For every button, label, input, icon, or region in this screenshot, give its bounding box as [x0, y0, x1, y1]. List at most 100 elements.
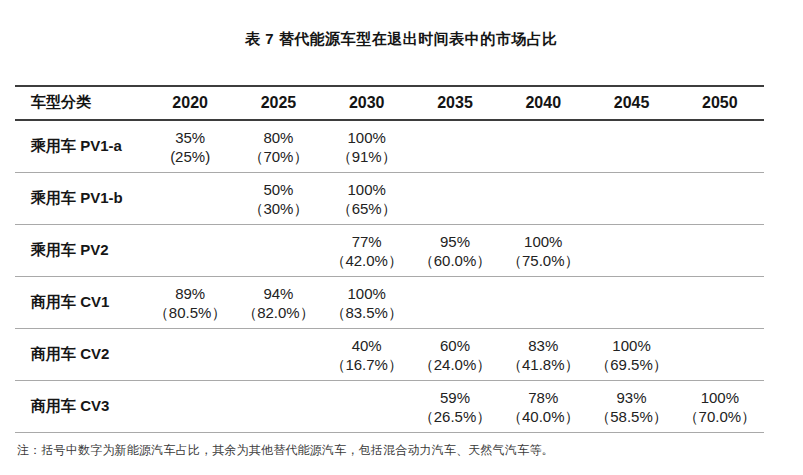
cell-main-value: 50% — [235, 180, 321, 199]
column-header-year: 2020 — [146, 86, 234, 120]
table-cell: 93%（58.5%） — [587, 381, 675, 433]
cell-main-value: 100% — [500, 232, 586, 251]
table-cell — [676, 277, 764, 329]
table-cell — [234, 225, 322, 277]
cell-main-value: 100% — [588, 336, 674, 355]
cell-main-value: 93% — [588, 388, 674, 407]
table-cell: 89%（80.5%） — [146, 277, 234, 329]
column-header-year: 2030 — [323, 86, 411, 120]
table-cell — [676, 120, 764, 173]
table-cell: 100%（91%） — [323, 120, 411, 173]
table-cell — [146, 173, 234, 225]
cell-sub-value: （65%） — [324, 199, 410, 218]
cell-sub-value: （58.5%） — [588, 407, 674, 426]
table-cell — [411, 277, 499, 329]
cell-sub-value: （75.0%） — [500, 251, 586, 270]
cell-main-value: 59% — [412, 388, 498, 407]
row-label: 乘用车 PV1-a — [15, 120, 146, 173]
footnote: 注：括号中数字为新能源汽车占比，其余为其他替代能源汽车，包括混合动力汽车、天然气… — [17, 442, 554, 459]
cell-sub-value: （82.0%） — [235, 303, 321, 322]
table-title: 表 7 替代能源车型在退出时间表中的市场占比 — [0, 0, 803, 49]
cell-main-value: 35% — [147, 128, 233, 147]
market-share-table: 车型分类 2020 2025 2030 2035 2040 2045 2050 … — [15, 85, 764, 433]
table-cell — [499, 173, 587, 225]
table-cell: 100%（75.0%） — [499, 225, 587, 277]
cell-main-value: 40% — [324, 336, 410, 355]
cell-main-value: 89% — [147, 284, 233, 303]
table-cell — [323, 381, 411, 433]
cell-sub-value: （26.5%） — [412, 407, 498, 426]
cell-main-value: 78% — [500, 388, 586, 407]
cell-main-value: 80% — [235, 128, 321, 147]
row-label: 乘用车 PV2 — [15, 225, 146, 277]
row-label: 商用车 CV2 — [15, 329, 146, 381]
column-header-year: 2035 — [411, 86, 499, 120]
cell-main-value: 100% — [324, 180, 410, 199]
cell-sub-value: （24.0%） — [412, 355, 498, 374]
column-header-year: 2040 — [499, 86, 587, 120]
column-header-category: 车型分类 — [15, 86, 146, 120]
table-cell — [587, 225, 675, 277]
column-header-year: 2050 — [676, 86, 764, 120]
table-cell: 40%（16.7%） — [323, 329, 411, 381]
cell-sub-value: （42.0%） — [324, 251, 410, 270]
cell-sub-value: （41.8%） — [500, 355, 586, 374]
row-label: 商用车 CV1 — [15, 277, 146, 329]
table-cell — [146, 381, 234, 433]
table-cell — [411, 120, 499, 173]
table-cell: 59%（26.5%） — [411, 381, 499, 433]
header-row: 车型分类 2020 2025 2030 2035 2040 2045 2050 — [15, 86, 764, 120]
table-cell: 100%（70.0%） — [676, 381, 764, 433]
column-header-year: 2025 — [234, 86, 322, 120]
cell-main-value: 60% — [412, 336, 498, 355]
cell-main-value: 100% — [324, 284, 410, 303]
table-cell — [676, 329, 764, 381]
table-cell — [146, 225, 234, 277]
table-row-pv2: 乘用车 PV2 77%（42.0%） 95%（60.0%） 100%（75.0%… — [15, 225, 764, 277]
cell-sub-value: （40.0%） — [500, 407, 586, 426]
cell-sub-value: （70.0%） — [677, 407, 763, 426]
table-cell — [676, 225, 764, 277]
cell-sub-value: （80.5%） — [147, 303, 233, 322]
table-row-cv3: 商用车 CV3 59%（26.5%） 78%（40.0%） 93%（58.5%）… — [15, 381, 764, 433]
table-cell: 50%（30%） — [234, 173, 322, 225]
table-cell — [587, 173, 675, 225]
cell-sub-value: （91%） — [324, 147, 410, 166]
table-cell: 78%（40.0%） — [499, 381, 587, 433]
table-cell — [146, 329, 234, 381]
table-cell — [234, 381, 322, 433]
table-row-cv1: 商用车 CV1 89%（80.5%） 94%（82.0%） 100%（83.5%… — [15, 277, 764, 329]
table-cell: 77%（42.0%） — [323, 225, 411, 277]
row-label: 商用车 CV3 — [15, 381, 146, 433]
cell-sub-value: (25%) — [147, 147, 233, 166]
column-header-year: 2045 — [587, 86, 675, 120]
cell-main-value: 83% — [500, 336, 586, 355]
table-cell — [587, 120, 675, 173]
table-cell — [587, 277, 675, 329]
table-cell: 100%（69.5%） — [587, 329, 675, 381]
row-label: 乘用车 PV1-b — [15, 173, 146, 225]
cell-main-value: 100% — [324, 128, 410, 147]
cell-sub-value: （60.0%） — [412, 251, 498, 270]
table-cell — [499, 277, 587, 329]
cell-main-value: 95% — [412, 232, 498, 251]
table-cell — [676, 173, 764, 225]
cell-sub-value: （30%） — [235, 199, 321, 218]
table-cell — [234, 329, 322, 381]
table-cell: 80%（70%） — [234, 120, 322, 173]
cell-sub-value: （83.5%） — [324, 303, 410, 322]
table-cell: 94%（82.0%） — [234, 277, 322, 329]
table-cell — [499, 120, 587, 173]
cell-sub-value: （69.5%） — [588, 355, 674, 374]
cell-main-value: 77% — [324, 232, 410, 251]
cell-main-value: 100% — [677, 388, 763, 407]
table-cell — [411, 173, 499, 225]
table-cell: 60%（24.0%） — [411, 329, 499, 381]
table-cell: 100%（65%） — [323, 173, 411, 225]
table-cell: 83%（41.8%） — [499, 329, 587, 381]
table-cell: 35%(25%) — [146, 120, 234, 173]
cell-main-value: 94% — [235, 284, 321, 303]
table-cell: 100%（83.5%） — [323, 277, 411, 329]
table-row-pv1b: 乘用车 PV1-b 50%（30%） 100%（65%） — [15, 173, 764, 225]
cell-sub-value: （16.7%） — [324, 355, 410, 374]
